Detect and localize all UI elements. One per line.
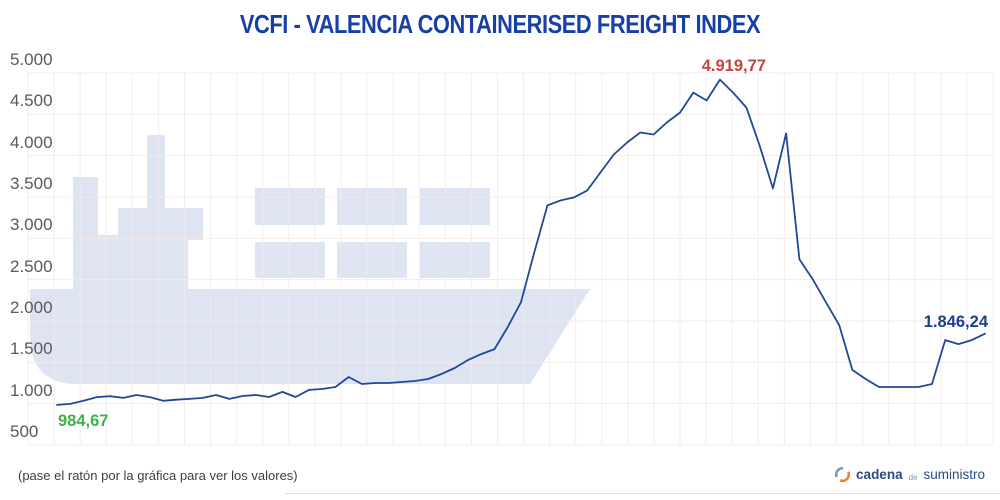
start-value-label: 984,67 [58,411,109,430]
chart-area[interactable]: 5.000 4.500 4.000 3.500 3.000 2.500 2.000 1.500… [0,46,1000,458]
y-axis-tick-label: 4.000 [10,132,53,152]
peak-value-label: 4.919,77 [701,56,766,75]
y-axis-tick-label: 3.500 [10,174,53,193]
brand-word-suministro: suministro [923,467,985,482]
brand-logo[interactable]: cadena de suministro [834,466,985,483]
end-value-label: 1.846,24 [923,312,988,331]
page-title: VCFI - VALENCIA CONTAINERISED FREIGHT IN… [239,9,761,39]
brand-word-cadena: cadena [856,467,903,482]
chart-gridlines [27,72,994,446]
y-axis-tick-label: 2.500 [10,256,53,276]
y-axis-tick-label: 4.500 [10,91,53,111]
brand-word-de: de [908,472,918,482]
brand-circular-arrows-icon [834,466,851,483]
y-axis-tick-label: 3.000 [10,215,53,235]
hover-hint-text: (pase el ratón por la gráfica para ver l… [18,468,298,483]
bottom-divider [285,493,1000,494]
y-axis-tick-label: 1.000 [10,380,53,400]
vcfi-series-line [56,78,986,406]
y-axis-tick-label: 1.500 [10,339,53,359]
y-axis-tick-label: 2.000 [10,298,53,317]
y-axis-tick-label: 500 [10,422,39,441]
container-ship-watermark [30,135,590,384]
y-axis-tick-label: 5.000 [10,50,53,69]
